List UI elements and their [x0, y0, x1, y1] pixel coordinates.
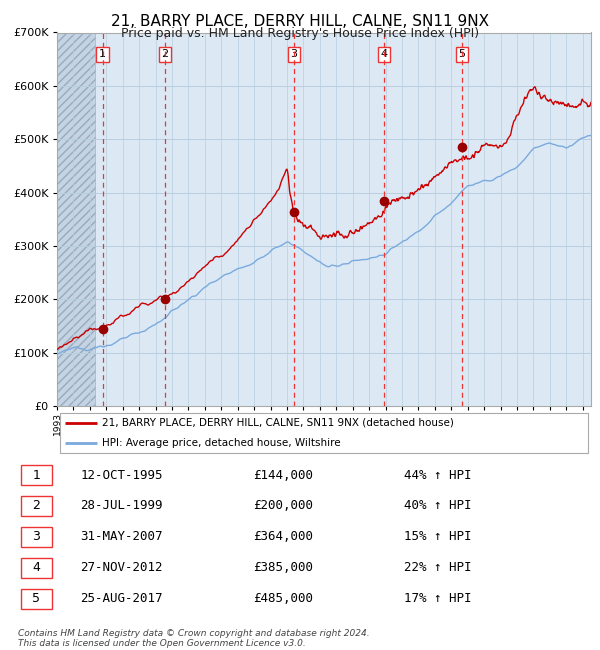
Text: 27-NOV-2012: 27-NOV-2012 [80, 562, 163, 575]
Text: 21, BARRY PLACE, DERRY HILL, CALNE, SN11 9NX: 21, BARRY PLACE, DERRY HILL, CALNE, SN11… [111, 14, 489, 29]
FancyBboxPatch shape [20, 558, 52, 578]
Text: 1: 1 [32, 469, 40, 482]
Text: HPI: Average price, detached house, Wiltshire: HPI: Average price, detached house, Wilt… [103, 438, 341, 448]
Text: 22% ↑ HPI: 22% ↑ HPI [404, 562, 472, 575]
Text: 44% ↑ HPI: 44% ↑ HPI [404, 469, 472, 482]
Text: 25-AUG-2017: 25-AUG-2017 [80, 592, 163, 605]
FancyBboxPatch shape [20, 527, 52, 547]
Text: 28-JUL-1999: 28-JUL-1999 [80, 499, 163, 512]
Text: 5: 5 [32, 592, 40, 605]
Text: 12-OCT-1995: 12-OCT-1995 [80, 469, 163, 482]
FancyBboxPatch shape [20, 465, 52, 485]
Text: 5: 5 [458, 49, 466, 59]
Text: 40% ↑ HPI: 40% ↑ HPI [404, 499, 472, 512]
Text: £364,000: £364,000 [253, 530, 313, 543]
Bar [57, 32, 95, 406]
Text: 3: 3 [32, 530, 40, 543]
Text: 3: 3 [290, 49, 298, 59]
Text: 1: 1 [99, 49, 106, 59]
Text: Contains HM Land Registry data © Crown copyright and database right 2024.
This d: Contains HM Land Registry data © Crown c… [18, 629, 370, 648]
Text: 2: 2 [161, 49, 169, 59]
Text: £485,000: £485,000 [253, 592, 313, 605]
Text: £144,000: £144,000 [253, 469, 313, 482]
Text: 4: 4 [380, 49, 388, 59]
FancyBboxPatch shape [59, 413, 589, 453]
Text: 17% ↑ HPI: 17% ↑ HPI [404, 592, 472, 605]
Text: Price paid vs. HM Land Registry's House Price Index (HPI): Price paid vs. HM Land Registry's House … [121, 27, 479, 40]
Text: 4: 4 [32, 562, 40, 575]
Text: 15% ↑ HPI: 15% ↑ HPI [404, 530, 472, 543]
Text: £200,000: £200,000 [253, 499, 313, 512]
Text: £385,000: £385,000 [253, 562, 313, 575]
Text: 21, BARRY PLACE, DERRY HILL, CALNE, SN11 9NX (detached house): 21, BARRY PLACE, DERRY HILL, CALNE, SN11… [103, 418, 454, 428]
Text: 31-MAY-2007: 31-MAY-2007 [80, 530, 163, 543]
FancyBboxPatch shape [20, 589, 52, 609]
FancyBboxPatch shape [20, 496, 52, 516]
Text: 2: 2 [32, 499, 40, 512]
